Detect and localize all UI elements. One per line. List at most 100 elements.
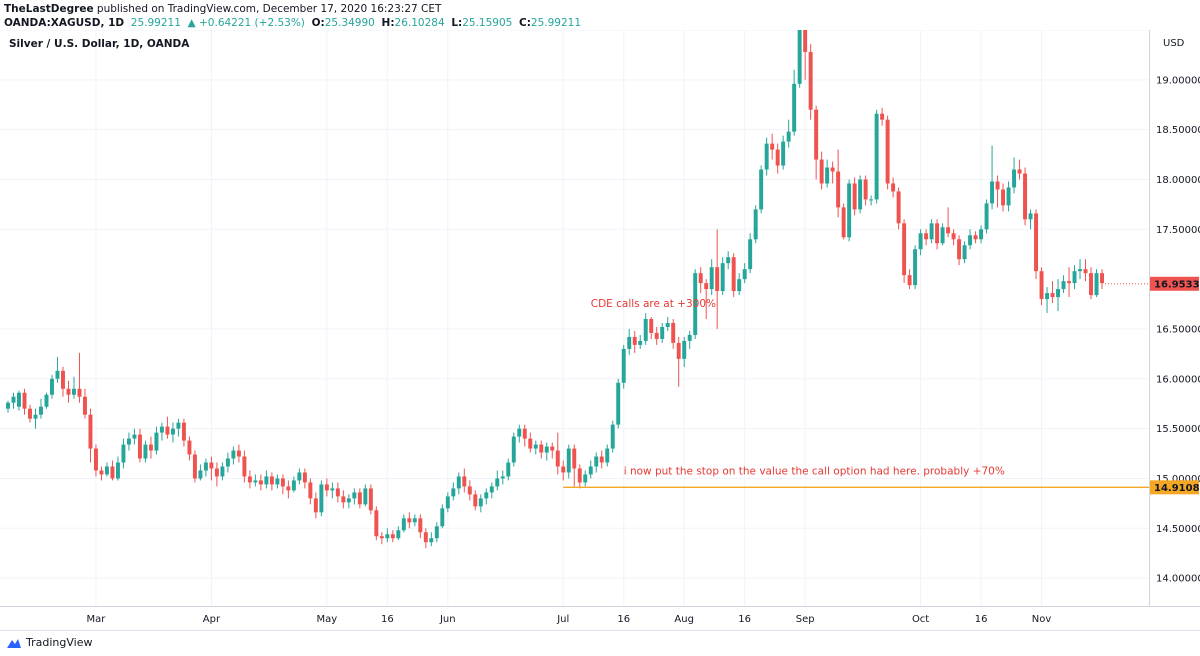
chart-annotation-1: CDE calls are at +300% (591, 298, 716, 310)
candle-body (33, 414, 38, 419)
candle-body (990, 181, 995, 204)
candle-body (522, 428, 527, 439)
candle-body (797, 30, 802, 84)
candle-body (88, 414, 93, 449)
candle-body (390, 534, 395, 539)
candle-body (572, 448, 577, 469)
candle-body (929, 223, 934, 240)
candle-body (682, 340, 687, 359)
candle-body (44, 394, 49, 407)
price-tick-label: 15.00000 (1156, 474, 1200, 485)
change-value: ▲ +0.64221 (+2.53%) (187, 17, 305, 29)
open-label: O: (311, 17, 325, 29)
candle-body (275, 478, 280, 485)
candle-body (1089, 273, 1094, 296)
candle-body (676, 342, 681, 359)
candle-body (385, 534, 390, 539)
time-tick-label: Oct (912, 614, 929, 625)
candle-body (1083, 269, 1088, 274)
candle-body (665, 322, 670, 327)
time-tick-label: 16 (975, 614, 988, 625)
candle-body (874, 113, 879, 200)
candle-body (902, 223, 907, 276)
candle-body (286, 486, 291, 491)
publisher-name[interactable]: TheLastDegree (4, 3, 94, 15)
candle-body (297, 472, 302, 481)
candle-body (17, 392, 21, 407)
candle-body (247, 476, 252, 483)
candle-body (786, 131, 791, 142)
candle-body (836, 171, 841, 208)
candle-body (181, 422, 186, 441)
candle-body (550, 446, 555, 451)
candle-body (165, 426, 170, 435)
tradingview-logo[interactable]: TradingView (6, 636, 92, 649)
candle-body (341, 496, 346, 503)
candle-body (792, 83, 797, 132)
candle-body (429, 538, 434, 543)
candle-body (632, 336, 637, 345)
candle-body (830, 167, 835, 172)
candle-body (847, 183, 852, 238)
candle-body (704, 283, 709, 290)
price-tick-label: 17.50000 (1156, 225, 1200, 236)
chart-area[interactable]: 14.00000 14.50000 15.00000 15.50000 16.00000… (0, 30, 1200, 628)
candle-body (187, 440, 192, 455)
candle-body (566, 448, 571, 473)
close-label: C: (519, 17, 531, 29)
price-tick-label: 18.00000 (1156, 175, 1200, 186)
footer: TradingView (0, 630, 1200, 656)
candle-body (1094, 273, 1099, 296)
candle-body (209, 462, 214, 469)
symbol-name[interactable]: OANDA:XAGUSD, 1D (4, 17, 125, 29)
candle-body (500, 476, 505, 479)
chart-header: TheLastDegree published on TradingView.c… (4, 2, 581, 30)
candle-body (891, 183, 896, 192)
candle-body (819, 159, 824, 184)
candle-body (715, 267, 720, 292)
candle-body (423, 532, 428, 543)
candle-body (104, 466, 109, 475)
candle-body (720, 263, 725, 292)
candle-body (506, 462, 511, 477)
candle-body (418, 518, 423, 533)
candle-body (869, 199, 874, 201)
candle-body (401, 518, 406, 531)
candle-body (1050, 293, 1055, 298)
price-chart[interactable]: 14.00000 14.50000 15.00000 15.50000 16.00000… (0, 30, 1200, 628)
candle-body (192, 454, 197, 479)
candle-body (737, 279, 742, 292)
candle-body (957, 239, 962, 260)
candle-body (924, 233, 929, 240)
candle-body (330, 488, 335, 491)
price-tick-label: 16.50000 (1156, 324, 1200, 335)
time-tick-label: Nov (1032, 614, 1052, 625)
time-tick-label: May (317, 614, 338, 625)
price-tick-label: 16.00000 (1156, 374, 1200, 385)
candle-body (253, 480, 258, 483)
candle-body (863, 179, 868, 200)
level-price-label-bg (1150, 480, 1199, 495)
price-tick-label: 14.00000 (1156, 574, 1200, 585)
time-tick-label: Mar (87, 614, 107, 625)
candle-body (638, 340, 643, 345)
candle-body (858, 179, 863, 210)
candle-body (1006, 187, 1011, 206)
candle-body (951, 233, 956, 240)
level-price-label: 14.91084 (1154, 483, 1200, 494)
close-value: 25.99211 (530, 17, 582, 29)
candle-body (1045, 293, 1050, 300)
candle-body (50, 378, 54, 395)
candle-body (588, 466, 593, 475)
candle-body (770, 143, 775, 150)
candle-body (528, 438, 533, 449)
candle-body (489, 486, 494, 493)
candle-body (258, 480, 263, 485)
currency-label: USD (1163, 38, 1185, 49)
time-tick-label: 16 (617, 614, 630, 625)
candle-body (467, 486, 472, 495)
candle-body (357, 492, 362, 505)
candle-body (484, 492, 489, 499)
candle-body (825, 167, 830, 184)
low-label: L: (451, 17, 463, 29)
